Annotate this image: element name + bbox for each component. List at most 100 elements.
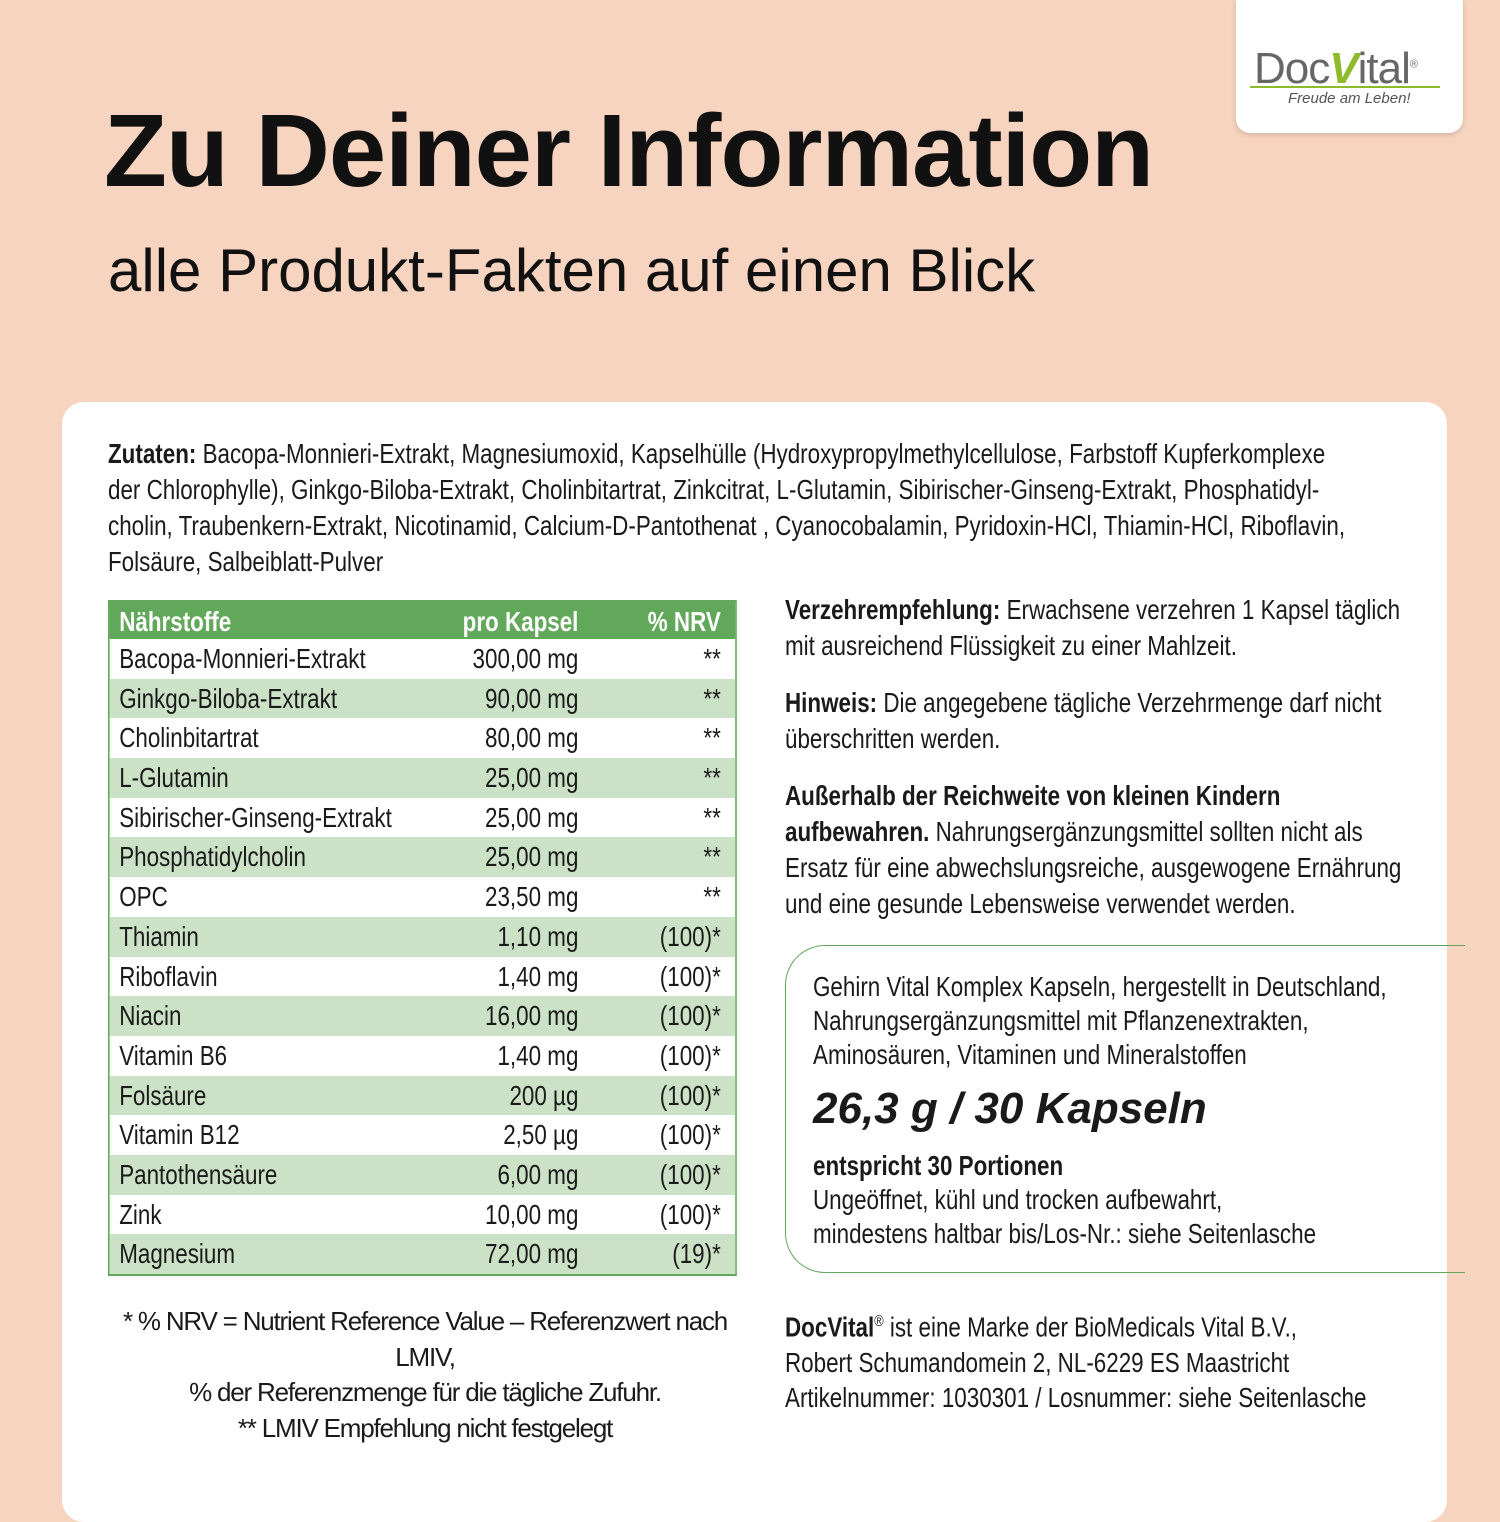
table-cell: **	[703, 643, 721, 674]
table-cell: (100)*	[659, 1039, 721, 1071]
company-line: ist eine Marke der BioMedicals Vital B.V…	[883, 1311, 1298, 1343]
product-quantity: 26,3 g / 30 Kapseln	[813, 1084, 1207, 1133]
description-line: Aminosäuren, Vitaminen und Mineralstoffe…	[813, 1039, 1247, 1070]
nutrient-table: Nährstoffe pro Kapsel% NRV Bacopa-Monnieri…	[108, 600, 737, 1276]
ingredients-line: cholin, Traubenkern-Extrakt, Nicotinamid…	[108, 510, 1346, 541]
product-storage: entspricht 30 Portionen Ungeöffnet, kühl…	[813, 1149, 1316, 1251]
table-cell: 1,40 mg	[497, 960, 579, 992]
warning: Außerhalb der Reichweite von kleinen Kin…	[785, 778, 1425, 922]
table-cell: (100)*	[659, 1119, 721, 1151]
table-cell: Ginkgo-Biloba-Extrakt	[119, 682, 338, 714]
table-cell: Pantothensäure	[119, 1158, 278, 1190]
table-cell: 1,10 mg	[497, 920, 579, 952]
table-cell: 90,00 mg	[485, 682, 579, 714]
footnote: * % NRV = Nutrient Reference Value – Ref…	[122, 1306, 728, 1372]
table-row: Pantothensäure 6,00 mg (100)*	[109, 1154, 736, 1195]
table-cell: Zink	[119, 1198, 162, 1230]
product-box	[785, 945, 1465, 1273]
table-row: Ginkgo-Biloba-Extrakt 90,00 mg **	[109, 678, 736, 719]
recommendation-text: Erwachsene verzehren 1 Kapsel täglich mi…	[785, 594, 1401, 661]
portions: entspricht 30 Portionen	[813, 1150, 1064, 1181]
storage-line: Ungeöffnet, kühl und trocken aufbewahrt,	[813, 1184, 1223, 1215]
table-cell: Vitamin B12	[119, 1119, 240, 1151]
table-cell: Thiamin	[119, 920, 199, 952]
table-cell: (100)*	[659, 1198, 721, 1230]
table-row: Vitamin B12 2,50 µg (100)*	[110, 1115, 736, 1155]
table-cell: Magnesium	[119, 1238, 235, 1270]
table-cell: (19)*	[672, 1238, 721, 1270]
company: DocVital® ist eine Marke der BioMedicals…	[785, 1304, 1366, 1416]
table-cell: Niacin	[119, 1000, 182, 1032]
footnote: ** LMIV Empfehlung nicht festgelegt	[237, 1412, 613, 1443]
table-cell: 25,00 mg	[485, 801, 579, 833]
table-row: Thiamin 1,10 mg (100)*	[109, 916, 736, 957]
company-line: Robert Schumandomein 2, NL-6229 ES Maast…	[785, 1346, 1290, 1378]
table-cell: OPC	[119, 881, 168, 913]
table-cell: (100)*	[659, 1158, 721, 1190]
title: Zu Deiner Information	[104, 93, 1154, 208]
table-cell: Sibirischer-Ginseng-Extrakt	[119, 801, 392, 833]
footnotes: * % NRV = Nutrient Reference Value – Ref…	[108, 1304, 742, 1446]
subtitle: alle Produkt-Fakten auf einen Blick	[108, 237, 1036, 304]
info-card	[62, 402, 1447, 1522]
table-cell: (100)*	[659, 1000, 721, 1032]
logo: DocVital® Freude am Leben!	[1236, 0, 1463, 133]
notice: Hinweis: Die angegebene tägliche Verzehr…	[785, 685, 1409, 757]
table-cell: 25,00 mg	[485, 762, 579, 794]
table-cell: 300,00 mg	[472, 643, 579, 674]
table-cell: Vitamin B6	[119, 1039, 228, 1071]
table-cell: 23,50 mg	[485, 881, 579, 913]
table-cell: 25,00 mg	[485, 841, 579, 873]
table-row: Vitamin B6 1,40 mg (100)*	[110, 1036, 736, 1076]
table-cell: (100)*	[659, 960, 721, 992]
ingredients-line: Folsäure, Salbeiblatt-Pulver	[108, 546, 384, 577]
ingredients-line: Bacopa-Monnieri-Extrakt, Magnesiumoxid, …	[202, 438, 1326, 469]
footnote: % der Referenzmenge für die tägliche Zuf…	[189, 1377, 662, 1407]
table-cell: 2,50 µg	[503, 1119, 579, 1151]
table-row: OPC 23,50 mg **	[110, 877, 736, 917]
table-cell: 16,00 mg	[485, 1000, 579, 1032]
table-row: Cholinbitartrat 80,00 mg **	[110, 718, 736, 758]
logo-registered: ®	[1409, 58, 1418, 71]
ingredients: Zutaten: Bacopa-Monnieri-Extrakt, Magnes…	[108, 436, 1345, 580]
table-row: Magnesium 72,00 mg (19)*	[109, 1234, 736, 1274]
table-cell: (100)*	[659, 920, 721, 952]
table-row: Folsäure 200 µg (100)*	[109, 1075, 736, 1116]
description-line: Nahrungsergänzungsmittel mit Pflanzenext…	[813, 1005, 1309, 1036]
company-brand: DocVital	[785, 1311, 875, 1343]
table-cell: (100)*	[659, 1079, 721, 1111]
table-cell: 10,00 mg	[485, 1198, 579, 1230]
logo-tagline: Freude am Leben!	[1288, 90, 1411, 107]
warning-label: Außerhalb der Reichweite von kleinen Kin…	[785, 780, 1281, 847]
logo-brand: DocVital®	[1254, 44, 1418, 94]
notice-text: Die angegebene tägliche Verzehrmenge dar…	[785, 687, 1382, 754]
product-description: Gehirn Vital Komplex Kapseln, hergestell…	[813, 970, 1387, 1072]
table-cell: Riboflavin	[119, 960, 218, 992]
header-cell: pro Kapsel	[462, 606, 579, 637]
table-cell: 200 µg	[509, 1079, 579, 1111]
description-line: Gehirn Vital Komplex Kapseln, hergestell…	[813, 971, 1387, 1002]
table-row: Riboflavin 1,40 mg (100)*	[110, 957, 736, 997]
recommendation: Verzehrempfehlung: Erwachsene verzehren …	[785, 592, 1409, 664]
table-cell: **	[703, 801, 721, 833]
logo-text: V	[1329, 44, 1358, 93]
table-cell: Folsäure	[119, 1079, 207, 1111]
table-cell: 72,00 mg	[485, 1238, 579, 1270]
table-cell: 80,00 mg	[485, 722, 579, 754]
header-cell: Nährstoffe	[119, 606, 232, 637]
table-cell: **	[703, 722, 721, 754]
table-cell: **	[703, 682, 721, 714]
table-cell: 6,00 mg	[497, 1158, 579, 1190]
warning-text: Nahrungsergänzungsmittel sollten nicht a…	[785, 816, 1402, 919]
notice-label: Hinweis:	[785, 687, 878, 718]
company-registered: ®	[874, 1313, 884, 1330]
table-row: Phosphatidylcholin 25,00 mg **	[109, 837, 736, 878]
table-row: Zink 10,00 mg (100)*	[110, 1195, 736, 1235]
table-row: Niacin 16,00 mg (100)*	[109, 996, 736, 1036]
table-row: Sibirischer-Ginseng-Extrakt 25,00 mg **	[110, 798, 736, 838]
table-cell: **	[703, 881, 721, 913]
ingredients-line: der Chlorophylle), Ginkgo-Biloba-Extrakt…	[108, 474, 1320, 505]
table-cell: Bacopa-Monnieri-Extrakt	[119, 643, 366, 674]
table-cell: **	[703, 762, 721, 794]
